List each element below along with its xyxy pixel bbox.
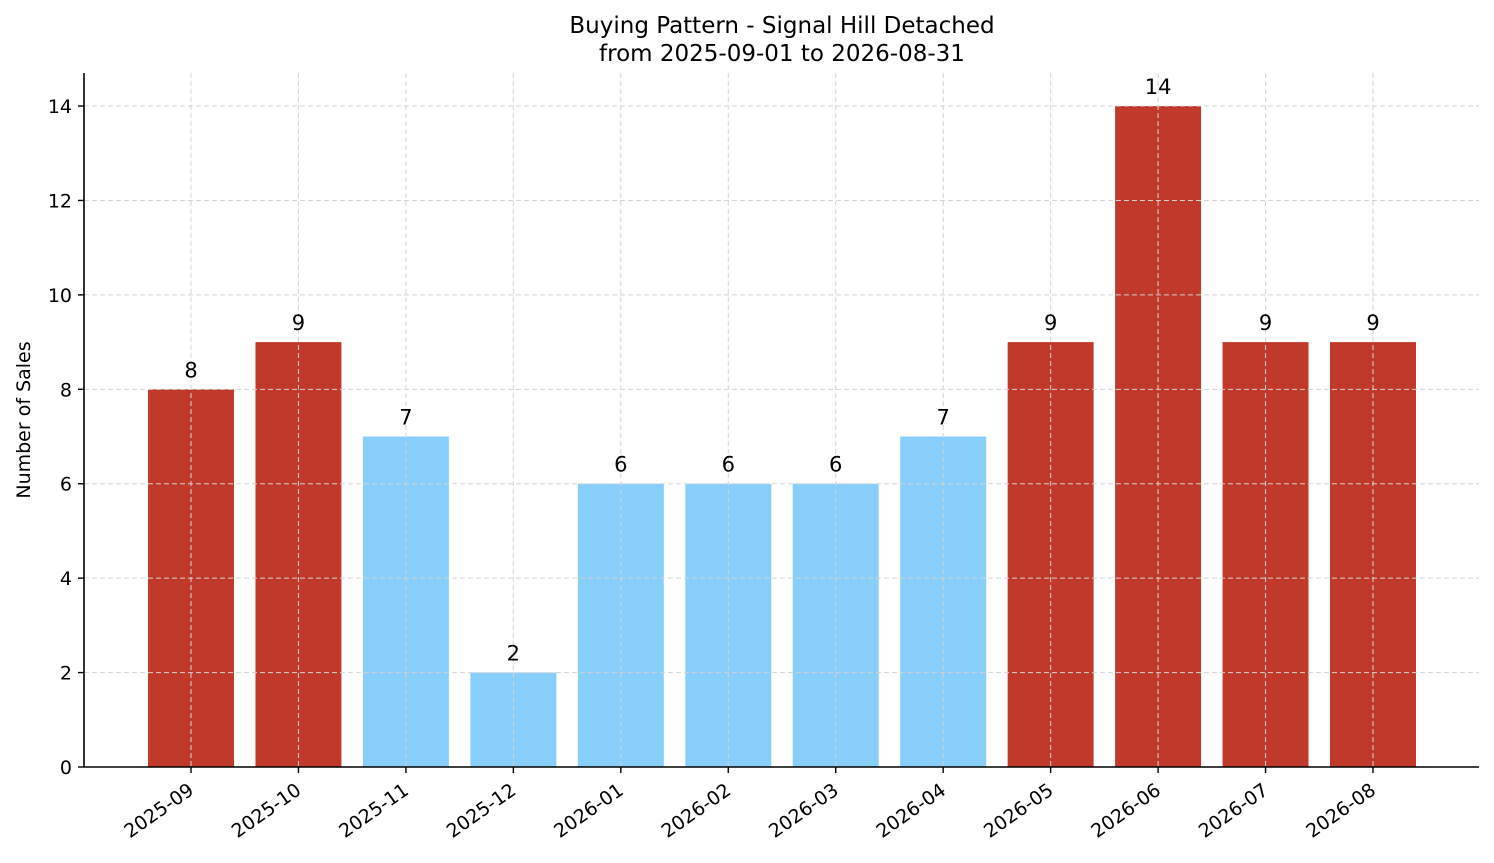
y-tick-label: 12 [48,190,72,212]
bar-value-label: 8 [184,358,197,382]
x-tick-label: 2026-02 [657,779,735,843]
y-axis-ticks: 0 2 4 6 8 10 12 14 [48,96,84,779]
y-tick-label: 6 [60,474,72,496]
bar-value-labels: 8 9 7 2 6 6 6 7 9 14 9 9 [184,75,1379,666]
x-axis-ticks: 2025-09 2025-10 2025-11 2025-12 2026-01 2026-… [120,767,1380,843]
y-tick-label: 0 [60,757,72,779]
y-tick-label: 14 [48,96,72,118]
bar-value-label: 9 [1259,311,1272,335]
y-tick-label: 8 [60,379,72,401]
x-tick-label: 2026-05 [980,779,1058,843]
bar-value-label: 6 [614,453,627,477]
y-axis-label: Number of Sales [13,341,35,498]
y-tick-label: 2 [60,663,72,685]
x-tick-label: 2025-09 [120,779,198,843]
x-tick-label: 2025-12 [443,779,521,843]
bar-value-label: 9 [1044,311,1057,335]
bar-value-label: 6 [829,453,842,477]
bar-value-label: 7 [936,406,949,430]
chart-title-line-1: Buying Pattern - Signal Hill Detached [569,13,994,39]
x-tick-label: 2026-01 [550,779,628,843]
x-tick-label: 2025-11 [335,779,413,843]
y-tick-label: 4 [60,568,72,590]
bar-value-label: 14 [1145,75,1172,99]
bars [148,106,1416,768]
x-tick-label: 2026-06 [1087,779,1165,843]
chart-title: Buying Pattern - Signal Hill Detached fr… [569,13,994,67]
axes [83,73,1479,768]
bar [470,672,557,767]
bar-value-label: 9 [1366,311,1379,335]
grid-lines [84,73,1479,767]
x-tick-label: 2026-04 [872,779,950,843]
x-tick-label: 2026-07 [1195,779,1273,843]
bar-value-label: 9 [292,311,305,335]
x-tick-label: 2025-10 [228,779,306,843]
bar-value-label: 2 [507,642,520,666]
x-tick-label: 2026-08 [1302,779,1380,843]
bar-value-label: 6 [722,453,735,477]
bar-value-label: 7 [399,406,412,430]
x-tick-label: 2026-03 [765,779,843,843]
y-tick-label: 10 [48,285,72,307]
chart-title-line-2: from 2025-09-01 to 2026-08-31 [599,41,965,67]
